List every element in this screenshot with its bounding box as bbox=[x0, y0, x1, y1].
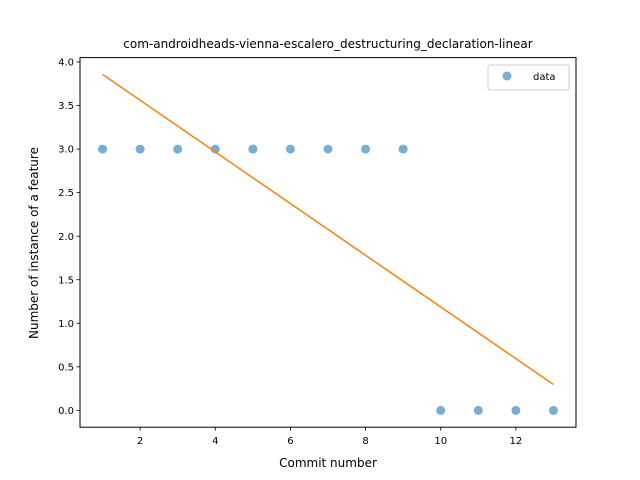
y-tick-label: 0.5 bbox=[58, 362, 74, 373]
data-point bbox=[135, 144, 145, 154]
data-point bbox=[398, 144, 408, 154]
data-point bbox=[548, 405, 558, 415]
y-tick-label: 0.0 bbox=[58, 406, 74, 417]
legend-frame bbox=[487, 64, 570, 91]
x-axis-ticks: 2 4 6 8 10 12 bbox=[137, 427, 522, 447]
y-tick-label: 1.5 bbox=[58, 275, 74, 286]
data-point bbox=[436, 405, 446, 415]
data-point bbox=[361, 144, 371, 154]
x-axis-label: Commit number bbox=[279, 456, 377, 470]
data-point bbox=[511, 405, 521, 415]
data-point bbox=[248, 144, 258, 154]
chart-title: com-androidheads-vienna-escalero_destruc… bbox=[123, 37, 533, 51]
legend: data bbox=[487, 64, 570, 91]
data-point bbox=[98, 144, 108, 154]
linear-fit-line bbox=[102, 73, 554, 386]
data-point bbox=[473, 405, 483, 415]
data-point bbox=[210, 144, 220, 154]
data-point bbox=[173, 144, 183, 154]
y-axis-label: Number of instance of a feature bbox=[27, 147, 41, 339]
y-tick-label: 3.5 bbox=[58, 101, 74, 112]
y-tick-label: 2.0 bbox=[58, 232, 74, 243]
x-tick-label: 12 bbox=[510, 436, 523, 447]
x-tick-label: 2 bbox=[137, 436, 143, 447]
legend-entry-label: data bbox=[533, 72, 556, 83]
x-tick-label: 8 bbox=[362, 436, 368, 447]
y-axis-ticks: 0.0 0.5 1.0 1.5 2.0 2.5 3.0 3.5 4.0 bbox=[58, 58, 80, 417]
plot-area bbox=[98, 73, 558, 415]
x-tick-label: 4 bbox=[212, 436, 218, 447]
x-tick-label: 6 bbox=[287, 436, 293, 447]
axes-frame bbox=[79, 57, 577, 428]
y-tick-label: 2.5 bbox=[58, 188, 74, 199]
legend-marker bbox=[502, 71, 512, 81]
y-tick-label: 1.0 bbox=[58, 319, 74, 330]
y-tick-label: 3.0 bbox=[58, 145, 74, 156]
data-point bbox=[323, 144, 333, 154]
data-point bbox=[285, 144, 295, 154]
y-tick-label: 4.0 bbox=[58, 58, 74, 69]
x-tick-label: 10 bbox=[434, 436, 447, 447]
